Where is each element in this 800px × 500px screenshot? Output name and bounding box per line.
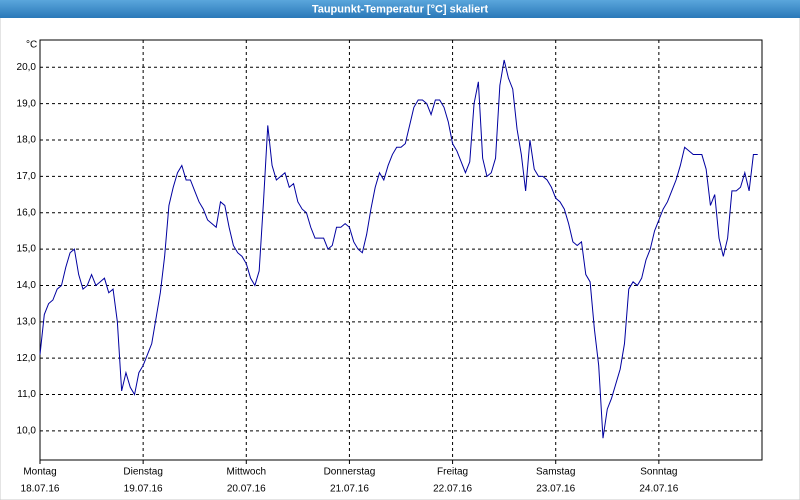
x-tick-date: 23.07.16 bbox=[536, 484, 575, 495]
y-unit: °C bbox=[26, 40, 37, 51]
chart-title: Taupunkt-Temperatur [°C] skaliert bbox=[312, 3, 489, 15]
title-bar bbox=[0, 0, 800, 18]
y-tick-label: 15,0 bbox=[17, 244, 37, 255]
x-tick-label: Freitag bbox=[437, 467, 468, 478]
y-tick-label: 11,0 bbox=[17, 389, 36, 400]
x-tick-date: 22.07.16 bbox=[433, 484, 472, 495]
y-tick-label: 20,0 bbox=[17, 62, 37, 73]
y-tick-label: 18,0 bbox=[17, 135, 37, 146]
line-series bbox=[39, 59, 758, 439]
y-tick-label: 12,0 bbox=[17, 353, 37, 364]
x-tick-label: Montag bbox=[23, 467, 56, 478]
x-tick-date: 18.07.16 bbox=[21, 484, 60, 495]
x-tick-label: Donnerstag bbox=[324, 467, 376, 478]
y-tick-label: 13,0 bbox=[17, 316, 37, 327]
plot-frame bbox=[39, 39, 763, 461]
y-tick-label: 10,0 bbox=[17, 426, 37, 437]
y-tick-label: 19,0 bbox=[17, 98, 37, 109]
x-tick-date: 21.07.16 bbox=[330, 484, 369, 495]
x-tick-date: 20.07.16 bbox=[227, 484, 266, 495]
x-tick-label: Samstag bbox=[536, 467, 575, 478]
y-tick-label: 14,0 bbox=[17, 280, 37, 291]
x-tick-label: Dienstag bbox=[123, 467, 162, 478]
x-tick-date: 24.07.16 bbox=[639, 484, 678, 495]
x-tick-label: Mittwoch bbox=[227, 467, 266, 478]
y-tick-label: 17,0 bbox=[17, 171, 37, 182]
x-tick-label: Sonntag bbox=[640, 467, 677, 478]
y-tick-label: 16,0 bbox=[17, 207, 37, 218]
x-tick-date: 19.07.16 bbox=[124, 484, 163, 495]
